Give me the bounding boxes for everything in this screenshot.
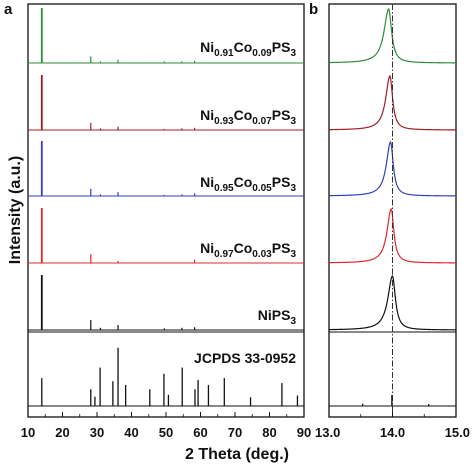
trace-label-Ni0.97Co0.03PS3: Ni0.97Co0.03PS3 — [200, 240, 296, 260]
panel-a-trace-labels: Ni0.91Co0.09PS3 Ni0.93Co0.07PS3 Ni0.95Co0.… — [200, 39, 296, 327]
x-tick-label-40: 40 — [124, 425, 138, 440]
pattern-Ni0.97Co0.03PS3 — [28, 208, 304, 264]
panel-a-letter: a — [4, 1, 13, 18]
b-x-tick-label-13.0: 13.0 — [315, 425, 340, 440]
x-axis-title: 2 Theta (deg.) — [185, 446, 289, 463]
reference-label: JCPDS 33-0952 — [194, 350, 296, 366]
pattern-Ni0.91Co0.09PS3 — [28, 8, 304, 64]
zoom-trace-NiPS3 — [328, 274, 457, 331]
panel-a-reference-lines — [28, 347, 304, 407]
panel-a-x-ticks: 10 20 30 40 50 60 70 80 90 — [21, 412, 311, 440]
x-tick-label-60: 60 — [193, 425, 207, 440]
panel-b-letter: b — [309, 1, 318, 18]
x-tick-label-10: 10 — [21, 425, 35, 440]
pattern-Ni0.93Co0.07PS3 — [28, 75, 304, 131]
b-x-tick-label-14.0: 14.0 — [380, 425, 405, 440]
b-x-tick-label-15.0: 15.0 — [445, 425, 470, 440]
trace-label-Ni0.95Co0.05PS3: Ni0.95Co0.05PS3 — [200, 174, 296, 194]
pattern-NiPS3 — [28, 275, 304, 331]
x-tick-label-50: 50 — [159, 425, 173, 440]
x-tick-label-90: 90 — [297, 425, 311, 440]
panel-b: 13.0 14.0 15.0 b — [309, 1, 470, 440]
panel-a: Ni0.91Co0.09PS3 Ni0.93Co0.07PS3 Ni0.95Co0.… — [4, 1, 311, 463]
x-tick-label-80: 80 — [262, 425, 276, 440]
trace-label-NiPS3: NiPS3 — [258, 307, 297, 327]
panel-a-traces — [28, 8, 304, 331]
panel-b-x-ticks: 13.0 14.0 15.0 — [315, 412, 470, 440]
trace-label-Ni0.91Co0.09PS3: Ni0.91Co0.09PS3 — [200, 39, 296, 59]
x-tick-label-70: 70 — [228, 425, 242, 440]
zoom-trace-Ni0.91Co0.09PS3 — [328, 7, 457, 64]
panel-b-reference-lines — [329, 395, 456, 407]
x-tick-label-20: 20 — [55, 425, 69, 440]
y-axis-title: Intensity (a.u.) — [7, 156, 24, 264]
x-tick-label-30: 30 — [90, 425, 104, 440]
trace-label-Ni0.93Co0.07PS3: Ni0.93Co0.07PS3 — [200, 107, 296, 127]
pattern-Ni0.95Co0.05PS3 — [28, 141, 304, 197]
panel-b-traces — [328, 4, 457, 417]
